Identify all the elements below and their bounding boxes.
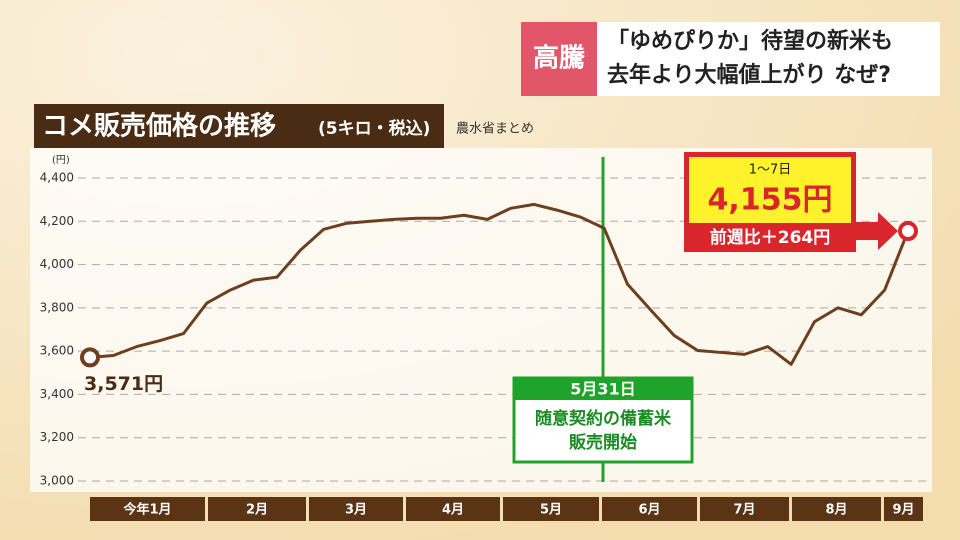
y-tick-label: 3,600: [40, 344, 74, 358]
month-band: [309, 497, 403, 521]
value-label: 4,155円: [708, 183, 833, 218]
headline: 去年より大幅値上がり なぜ?: [607, 62, 891, 88]
x-band-label: 3月: [345, 503, 367, 518]
y-tick-label: 4,200: [40, 214, 74, 228]
y-tick-label: 4,400: [40, 171, 74, 185]
month-band: [884, 497, 923, 521]
title-note: (5キロ・税込): [318, 118, 430, 139]
line: [89, 202, 910, 366]
callout-period: 1〜7日: [749, 163, 792, 178]
y-tick-label: 3,800: [40, 300, 74, 314]
tag: 高騰: [533, 43, 585, 74]
event-date-box: [514, 378, 692, 400]
month-band: [208, 497, 306, 521]
title-box: [34, 104, 444, 148]
x-band-label: 6月: [638, 503, 660, 518]
callout-inner: [689, 157, 851, 223]
headline: 「ゆめぴりか」待望の新米も: [607, 28, 893, 54]
x-band-label: 7月: [733, 503, 755, 518]
point: [80, 347, 100, 368]
y-tick-label: 3,200: [40, 430, 74, 444]
month-band: [406, 497, 500, 521]
x-band-label: 今年1月: [122, 502, 171, 518]
month-band: [700, 497, 789, 521]
y-tick-label: 3,000: [40, 474, 74, 488]
x-band-label: 8月: [825, 503, 847, 518]
value-label: 3,571円: [84, 373, 163, 395]
event-text: 随意契約の備蓄米: [535, 408, 672, 429]
event-text: 販売開始: [569, 432, 637, 453]
point: [898, 221, 918, 242]
x-band-label: 5月: [540, 503, 562, 518]
event-date: 5月31日: [570, 380, 635, 399]
tag-box: [521, 22, 597, 96]
month-band: [503, 497, 599, 521]
x-band-label: 9月: [892, 503, 914, 518]
x-band-label: 2月: [246, 503, 268, 518]
month-band: [792, 497, 881, 521]
chart-title: コメ販売価格の推移: [42, 111, 276, 142]
y-tick-label: 3,400: [40, 387, 74, 401]
source: 農水省まとめ: [456, 122, 534, 137]
headline-box: [597, 22, 940, 96]
y-unit: (円): [52, 155, 70, 166]
callout-arrow: [856, 212, 898, 250]
month-band: [90, 497, 205, 521]
x-band-label: 4月: [442, 503, 464, 518]
month-band: [602, 497, 697, 521]
callout-change: 前週比＋264円: [710, 227, 831, 248]
y-tick-label: 4,000: [40, 257, 74, 271]
